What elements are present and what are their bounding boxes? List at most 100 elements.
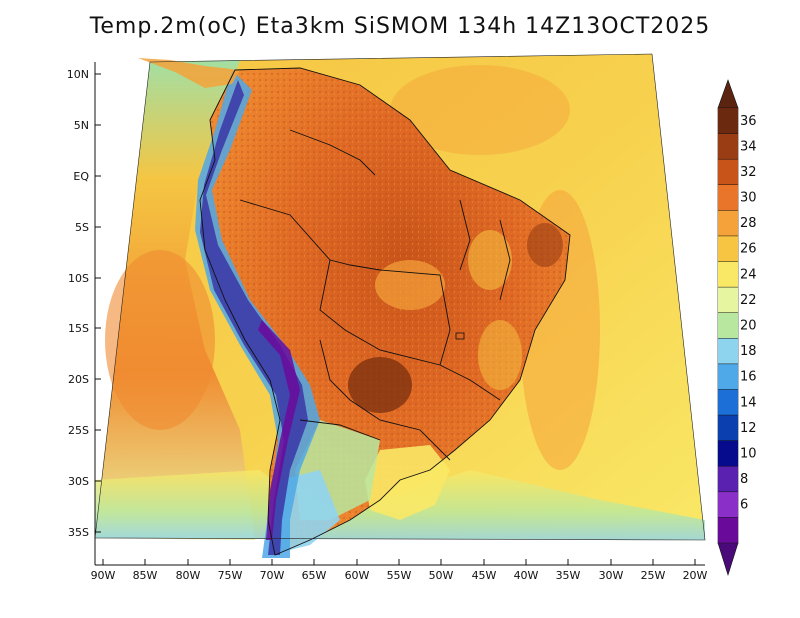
lon-tick: 40W bbox=[514, 559, 539, 582]
andes-very-cold bbox=[200, 80, 308, 555]
lon-tick: 65W bbox=[302, 559, 327, 582]
lat-label: EQ bbox=[73, 170, 89, 183]
lon-tick: 85W bbox=[133, 559, 158, 582]
northeast-hot-area bbox=[527, 223, 563, 267]
lat-tick-25s: 25S bbox=[68, 424, 101, 437]
colorbar-cell bbox=[718, 312, 738, 339]
colorbar-label: 34 bbox=[740, 139, 757, 154]
lon-label: 35W bbox=[556, 569, 581, 582]
lat-tick-15s: 15S bbox=[68, 322, 101, 335]
lon-label: 55W bbox=[387, 569, 412, 582]
colorbar-cell bbox=[718, 415, 738, 441]
lon-label: 75W bbox=[218, 569, 243, 582]
colorbar-cell bbox=[718, 517, 738, 544]
colorbar-labels: 36 34 32 30 28 26 24 22 20 18 16 14 12 10 8 6 bbox=[718, 114, 757, 518]
lat-tick-10s: 10S bbox=[68, 272, 101, 285]
latitude-axis: 10N 5N EQ 5S 10S 15S 20S 25S 30S 35S bbox=[67, 68, 101, 539]
colorbar-label: 26 bbox=[740, 242, 757, 257]
south-brazil-cool bbox=[365, 445, 450, 520]
lat-tick-5n: 5N bbox=[74, 119, 101, 132]
pacific-warm-area bbox=[105, 250, 215, 430]
colorbar-cell bbox=[718, 287, 738, 314]
lon-label: 85W bbox=[133, 569, 158, 582]
lon-label: 30W bbox=[599, 569, 624, 582]
colorbar-cell bbox=[718, 363, 738, 390]
lake-marker bbox=[455, 332, 465, 340]
colorbar-cell bbox=[718, 261, 738, 288]
lat-label: 30S bbox=[68, 475, 89, 488]
andes-extreme-cold bbox=[258, 320, 300, 540]
colorbar-label: 30 bbox=[740, 191, 757, 206]
colorbar-label: 24 bbox=[740, 267, 757, 282]
lon-tick: 35W bbox=[556, 559, 581, 582]
lon-tick: 50W bbox=[429, 559, 454, 582]
south-america bbox=[138, 58, 571, 558]
pantanal-hot-area bbox=[348, 357, 412, 413]
lon-label: 80W bbox=[176, 569, 201, 582]
colorbar-cell bbox=[718, 440, 738, 467]
map-title: Temp.2m(oC) Eta3km SiSMOM 134h 14Z13OCT2… bbox=[89, 14, 711, 39]
lon-tick: 30W bbox=[599, 559, 624, 582]
lat-label: 20S bbox=[68, 373, 89, 386]
lon-tick: 45W bbox=[472, 559, 497, 582]
southeast-cooler-patch bbox=[478, 320, 522, 390]
map-frame bbox=[94, 53, 706, 541]
northeast-cooler-patch bbox=[468, 230, 512, 290]
lat-label: 10N bbox=[67, 68, 89, 81]
lon-tick: 75W bbox=[218, 559, 243, 582]
colorbar-top-arrow bbox=[717, 79, 739, 109]
atlantic-north-warm bbox=[390, 65, 570, 155]
lat-label: 35S bbox=[68, 526, 89, 539]
lon-label: 25W bbox=[641, 569, 666, 582]
lon-tick: 60W bbox=[345, 559, 370, 582]
lon-tick: 90W bbox=[91, 559, 116, 582]
colorbar-cell bbox=[718, 235, 738, 262]
colorbar-label: 22 bbox=[740, 293, 757, 308]
colorbar-label: 18 bbox=[740, 344, 757, 359]
colorbar-label: 16 bbox=[740, 370, 757, 385]
colorbar-cell bbox=[718, 210, 738, 237]
lat-tick-20s: 20S bbox=[68, 373, 101, 386]
colorbar-label: 8 bbox=[740, 472, 748, 487]
lon-label: 50W bbox=[429, 569, 454, 582]
lat-tick-30s: 30S bbox=[68, 475, 101, 488]
colorbar-label: 12 bbox=[740, 421, 757, 436]
lat-tick-10n: 10N bbox=[67, 68, 101, 81]
colorbar-label: 36 bbox=[740, 114, 757, 129]
lon-label: 20W bbox=[683, 569, 708, 582]
lon-label: 45W bbox=[472, 569, 497, 582]
central-cooler-patch bbox=[375, 260, 445, 310]
lat-label: 10S bbox=[68, 272, 89, 285]
lat-label: 5N bbox=[74, 119, 89, 132]
lat-tick-5s: 5S bbox=[75, 221, 101, 234]
lat-label: 5S bbox=[75, 221, 89, 234]
lon-label: 60W bbox=[345, 569, 370, 582]
lon-tick: 55W bbox=[387, 559, 412, 582]
lon-tick: 20W bbox=[683, 559, 708, 582]
lat-tick-35s: 35S bbox=[68, 526, 101, 539]
colorbar-label: 20 bbox=[740, 319, 757, 334]
lon-tick: 80W bbox=[176, 559, 201, 582]
colorbar-cell bbox=[718, 159, 738, 186]
colorbar-cell bbox=[718, 491, 738, 518]
lon-label: 65W bbox=[302, 569, 327, 582]
lon-tick: 25W bbox=[641, 559, 666, 582]
lon-label: 90W bbox=[91, 569, 116, 582]
lon-tick: 70W bbox=[260, 559, 285, 582]
lat-label: 15S bbox=[68, 322, 89, 335]
lat-tick-eq: EQ bbox=[73, 170, 101, 183]
colorbar-cell bbox=[718, 108, 738, 134]
lon-label: 40W bbox=[514, 569, 539, 582]
longitude-axis: 90W 85W 80W 75W 70W 65W 60W 55W 50W 45W … bbox=[91, 559, 708, 582]
colorbar-label: 28 bbox=[740, 216, 757, 231]
colorbar-label: 14 bbox=[740, 395, 757, 410]
lat-label: 25S bbox=[68, 424, 89, 437]
colorbar-cell bbox=[718, 466, 738, 493]
colorbar-cell bbox=[718, 184, 738, 211]
colorbar-label: 6 bbox=[740, 498, 748, 513]
colorbar-bottom-arrow bbox=[717, 542, 739, 577]
central-america bbox=[138, 58, 240, 88]
colorbar-cell bbox=[718, 133, 738, 160]
lon-label: 70W bbox=[260, 569, 285, 582]
